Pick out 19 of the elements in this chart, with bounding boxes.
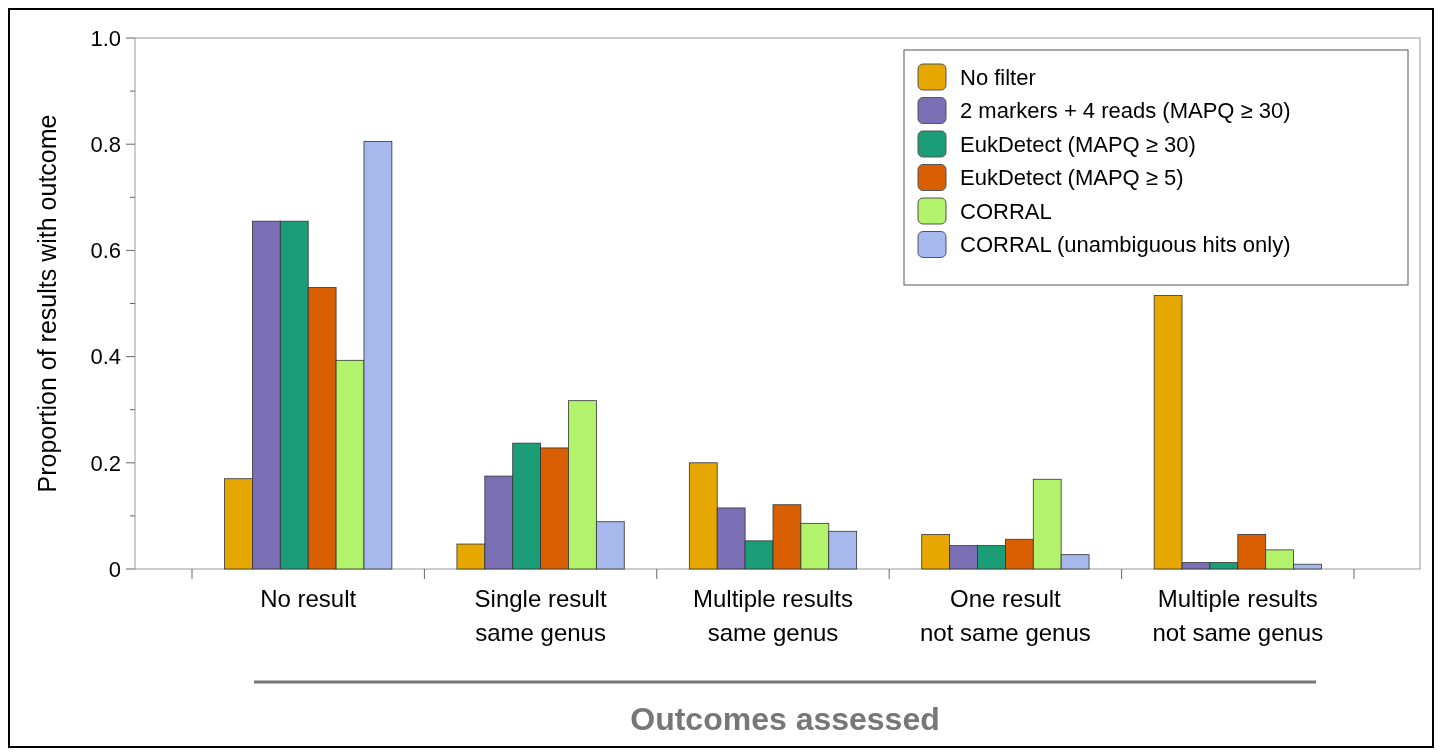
y-tick-label: 0: [108, 556, 121, 582]
x-tick-label: One result not same genus: [920, 585, 1091, 646]
x-tick-label: Single result same genus: [474, 585, 607, 646]
legend-label: No filter: [960, 64, 1036, 90]
legend-label: EukDetect (MAPQ ≥ 30): [960, 131, 1196, 157]
x-tick-label: Multiple results not same genus: [1152, 585, 1324, 646]
x-axis-title: Outcomes assessed: [630, 701, 940, 737]
legend-label: CORRAL: [960, 198, 1052, 224]
legend-label: CORRAL (unambiguous hits only): [960, 232, 1291, 258]
legend-label: 2 markers + 4 reads (MAPQ ≥ 30): [960, 98, 1291, 124]
y-tick-label: 0.4: [90, 344, 121, 370]
legend-label: EukDetect (MAPQ ≥ 5): [960, 165, 1184, 191]
y-tick-label: 0.8: [90, 131, 121, 157]
y-tick-label: 1.0: [90, 25, 121, 51]
y-tick-label: 0.2: [90, 450, 121, 476]
y-axis-title: Proportion of results with outcome: [33, 114, 61, 493]
x-tick-label: Multiple results same genus: [692, 585, 854, 646]
x-tick-label: No result: [260, 585, 357, 612]
y-tick-label: 0.6: [90, 238, 121, 264]
